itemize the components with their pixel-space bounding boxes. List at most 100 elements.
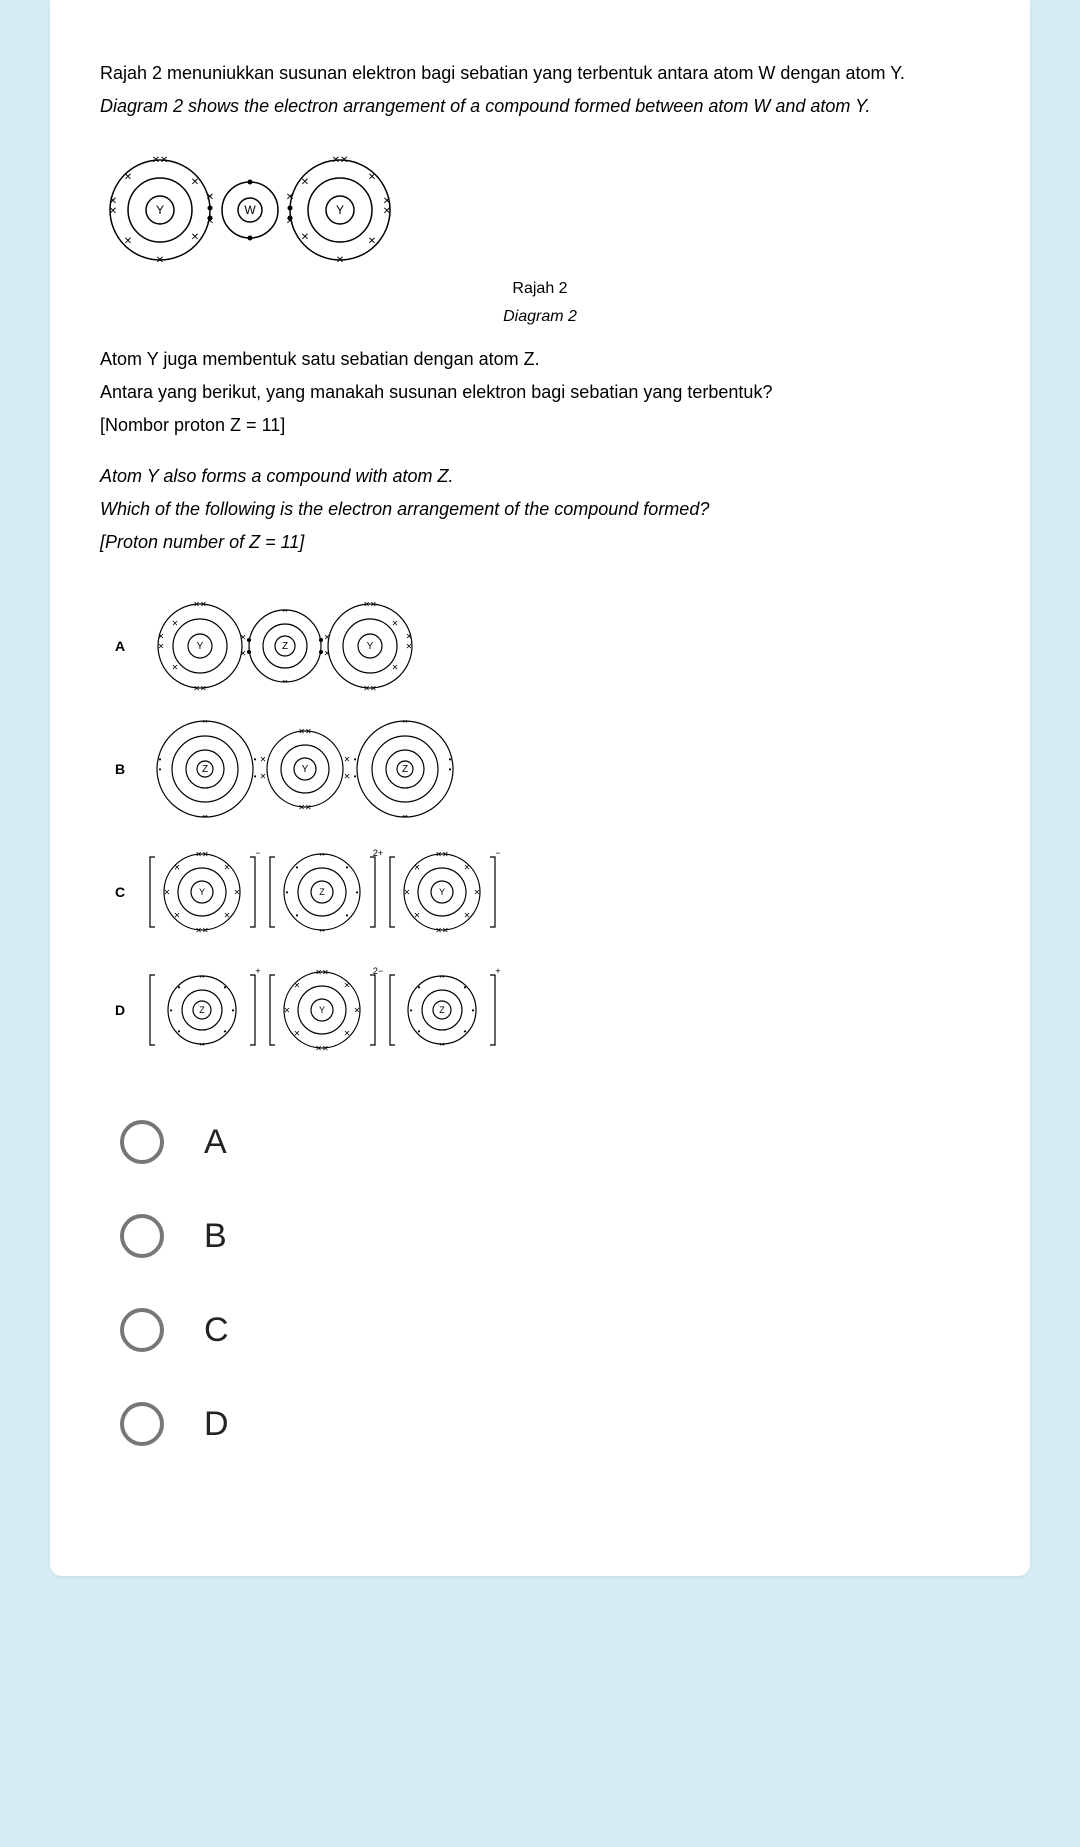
svg-text:Z: Z — [402, 764, 408, 775]
option-row-b: B •••••• ✕✕✕✕ •••••• ••✕✕ ••✕✕ ZYZ — [100, 714, 980, 824]
svg-text:✕: ✕ — [109, 206, 117, 217]
svg-text:✕: ✕ — [414, 911, 421, 920]
svg-text:Y: Y — [197, 641, 204, 652]
svg-text:✕: ✕ — [284, 1006, 291, 1015]
svg-text:✕: ✕ — [240, 649, 247, 658]
svg-text:✕✕: ✕✕ — [332, 155, 349, 166]
option-label-a: A — [115, 638, 145, 654]
svg-text:✕: ✕ — [392, 619, 399, 628]
svg-text:✕: ✕ — [224, 911, 231, 920]
svg-text:✕: ✕ — [383, 206, 391, 217]
option-diagrams: A ✕✕✕✕✕✕ •••• ✕✕✕✕✕✕ ✕✕ ✕✕ ✕✕✕✕ YZY — [100, 596, 980, 1060]
svg-text:✕✕: ✕✕ — [195, 850, 208, 859]
option-row-a: A ✕✕✕✕✕✕ •••• ✕✕✕✕✕✕ ✕✕ ✕✕ ✕✕✕✕ YZY — [100, 596, 980, 696]
svg-text:•: • — [286, 888, 289, 897]
answer-choice-b[interactable]: B — [100, 1214, 980, 1258]
svg-text:✕: ✕ — [294, 981, 301, 990]
svg-text:−: − — [255, 848, 260, 858]
svg-text:✕: ✕ — [260, 755, 267, 764]
option-label-c: C — [115, 884, 145, 900]
svg-text:Z: Z — [202, 764, 208, 775]
svg-text:✕: ✕ — [344, 755, 351, 764]
question-text-ms: Rajah 2 menuniukkan susunan elektron bag… — [100, 60, 980, 87]
svg-text:•: • — [296, 911, 299, 920]
option-label-b: B — [115, 761, 145, 777]
svg-text:✕: ✕ — [172, 619, 179, 628]
subq-en-3: [Proton number of Z = 11] — [100, 529, 980, 556]
svg-text:✕: ✕ — [324, 633, 331, 642]
svg-text:✕: ✕ — [156, 255, 164, 266]
option-row-d: D •••••• •••• ✕✕✕✕✕✕ ✕✕✕✕ •••••• •••• — [100, 960, 980, 1060]
svg-text:✕: ✕ — [324, 649, 331, 658]
svg-text:•: • — [464, 983, 467, 992]
radio-icon[interactable] — [120, 1120, 164, 1164]
svg-text:✕✕: ✕✕ — [363, 684, 376, 693]
svg-text:✕: ✕ — [301, 177, 309, 188]
svg-text:✕: ✕ — [234, 888, 241, 897]
svg-text:✕: ✕ — [368, 236, 376, 247]
svg-text:✕: ✕ — [191, 177, 199, 188]
svg-text:✕: ✕ — [464, 863, 471, 872]
svg-text:•: • — [296, 863, 299, 872]
svg-text:✕✕: ✕✕ — [315, 1044, 328, 1053]
svg-text:Y: Y — [199, 887, 205, 897]
answer-label: D — [204, 1405, 229, 1444]
question-card: Rajah 2 menuniukkan susunan elektron bag… — [50, 0, 1030, 1576]
svg-text:✕: ✕ — [174, 863, 181, 872]
subq-en-2: Which of the following is the electron a… — [100, 496, 980, 523]
svg-text:✕: ✕ — [206, 192, 214, 203]
svg-text:✕✕: ✕✕ — [152, 155, 169, 166]
svg-text:✕: ✕ — [354, 1006, 361, 1015]
svg-text:✕: ✕ — [344, 1029, 351, 1038]
svg-text:✕: ✕ — [174, 911, 181, 920]
main-diagram: ✕✕✕ ✕✕ ✕✕ ✕✕ ✕ ✕ ✕ ✕ ✕✕✕ ✕✕ ✕✕ ✕✕ YWY — [100, 150, 980, 326]
answer-choice-d[interactable]: D — [100, 1402, 980, 1446]
svg-text:✕: ✕ — [406, 632, 413, 641]
answer-list: A B C D — [100, 1120, 980, 1446]
subq-en-1: Atom Y also forms a compound with atom Z… — [100, 463, 980, 490]
svg-text:•: • — [464, 1027, 467, 1036]
svg-text:✕: ✕ — [240, 633, 247, 642]
svg-text:✕✕: ✕✕ — [435, 926, 448, 935]
svg-text:Y: Y — [302, 764, 309, 775]
svg-text:••: •• — [319, 850, 325, 859]
svg-text:•: • — [224, 983, 227, 992]
svg-text:••: •• — [319, 926, 325, 935]
subq-ms-3: [Nombor proton Z = 11] — [100, 412, 980, 439]
svg-text:•: • — [418, 1027, 421, 1036]
svg-text:•: • — [354, 772, 357, 781]
svg-text:✕: ✕ — [191, 232, 199, 243]
svg-text:W: W — [244, 203, 256, 217]
radio-icon[interactable] — [120, 1402, 164, 1446]
svg-text:••: •• — [282, 606, 288, 615]
svg-text:•: • — [472, 1006, 475, 1015]
svg-text:✕: ✕ — [392, 663, 399, 672]
svg-text:•: • — [354, 755, 357, 764]
svg-text:••: •• — [199, 972, 205, 981]
svg-text:Y: Y — [367, 641, 374, 652]
svg-text:+: + — [255, 966, 260, 976]
radio-icon[interactable] — [120, 1308, 164, 1352]
svg-text:•: • — [159, 765, 162, 774]
svg-text:✕: ✕ — [344, 981, 351, 990]
answer-choice-a[interactable]: A — [100, 1120, 980, 1164]
svg-text:Y: Y — [439, 887, 445, 897]
option-row-c: C ✕✕✕✕✕✕ ✕✕✕✕ •••••• •••• ✕✕ — [100, 842, 980, 942]
option-label-d: D — [115, 1002, 145, 1018]
answer-choice-c[interactable]: C — [100, 1308, 980, 1352]
svg-text:✕✕: ✕✕ — [298, 803, 311, 812]
diagram-caption-en: Diagram 2 — [100, 308, 980, 326]
radio-icon[interactable] — [120, 1214, 164, 1258]
svg-text:•: • — [410, 1006, 413, 1015]
svg-text:•: • — [178, 1027, 181, 1036]
svg-text:••: •• — [439, 1040, 445, 1049]
svg-text:✕: ✕ — [224, 863, 231, 872]
diagram-caption-ms: Rajah 2 — [100, 280, 980, 298]
svg-text:••: •• — [202, 812, 208, 821]
svg-text:2−: 2− — [373, 966, 383, 976]
svg-text:Z: Z — [282, 641, 288, 652]
svg-text:✕: ✕ — [294, 1029, 301, 1038]
svg-text:•: • — [254, 755, 257, 764]
svg-text:✕: ✕ — [464, 911, 471, 920]
svg-text:✕: ✕ — [404, 888, 411, 897]
